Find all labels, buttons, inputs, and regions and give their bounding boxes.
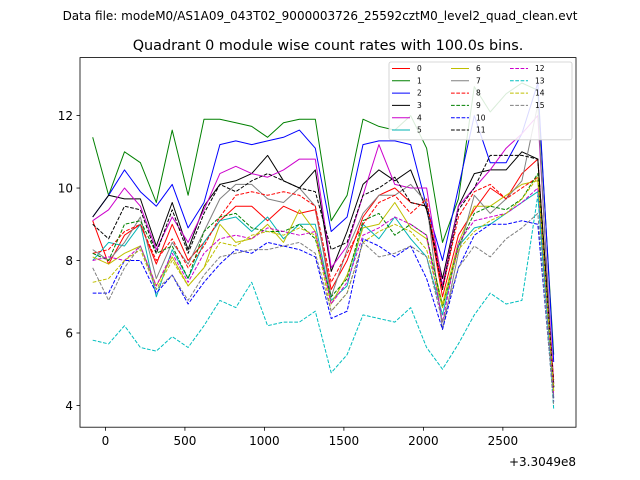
series-line-10	[92, 220, 555, 402]
y-tick-label: 8	[65, 254, 73, 268]
legend-label-4: 4	[417, 113, 422, 122]
series-layer	[92, 82, 555, 410]
series-line-12	[92, 187, 555, 395]
series-line-13	[92, 194, 555, 410]
plot-frame	[79, 57, 577, 428]
x-tick-label: 2000	[408, 434, 439, 448]
x-offset-label: +3.3049e8	[509, 455, 576, 469]
legend-frame	[388, 61, 573, 141]
legend-label-0: 0	[417, 64, 422, 73]
legend-label-10: 10	[476, 113, 486, 122]
data-file-label: Data file: modeM0/AS1A09_043T02_90000037…	[63, 9, 578, 23]
series-line-5	[92, 191, 555, 399]
series-line-9	[92, 173, 555, 388]
legend-label-13: 13	[535, 76, 545, 85]
y-tick-label: 6	[65, 326, 73, 340]
legend-label-11: 11	[476, 126, 486, 135]
legend-label-14: 14	[535, 89, 545, 98]
series-line-15	[92, 212, 555, 406]
legend-label-2: 2	[417, 89, 422, 98]
legend-label-7: 7	[476, 76, 481, 85]
y-tick-label: 12	[58, 109, 73, 123]
legend-label-3: 3	[417, 101, 422, 110]
x-tick-label: 1000	[249, 434, 280, 448]
legend-label-5: 5	[417, 126, 422, 135]
series-line-4	[92, 115, 555, 384]
legend-label-9: 9	[476, 101, 481, 110]
axes-layer: 0 500 1000 1500 2000 2500 4 6 8 10 12	[58, 109, 518, 448]
legend-label-6: 6	[476, 64, 481, 73]
series-line-14	[92, 176, 555, 392]
series-line-7	[92, 104, 555, 399]
series-line-8	[92, 176, 555, 381]
series-line-11	[92, 154, 555, 388]
x-tick-label: 1500	[329, 434, 360, 448]
legend-label-12: 12	[535, 64, 545, 73]
y-tick-label: 4	[65, 399, 73, 413]
x-tick-label: 2500	[488, 434, 519, 448]
x-tick-label: 0	[102, 434, 110, 448]
chart-title: Quadrant 0 module wise count rates with …	[133, 38, 524, 54]
legend-label-8: 8	[476, 89, 481, 98]
y-tick-label: 10	[58, 181, 73, 195]
legend-label-15: 15	[535, 101, 545, 110]
legend-label-1: 1	[417, 76, 422, 85]
x-tick-label: 500	[173, 434, 196, 448]
